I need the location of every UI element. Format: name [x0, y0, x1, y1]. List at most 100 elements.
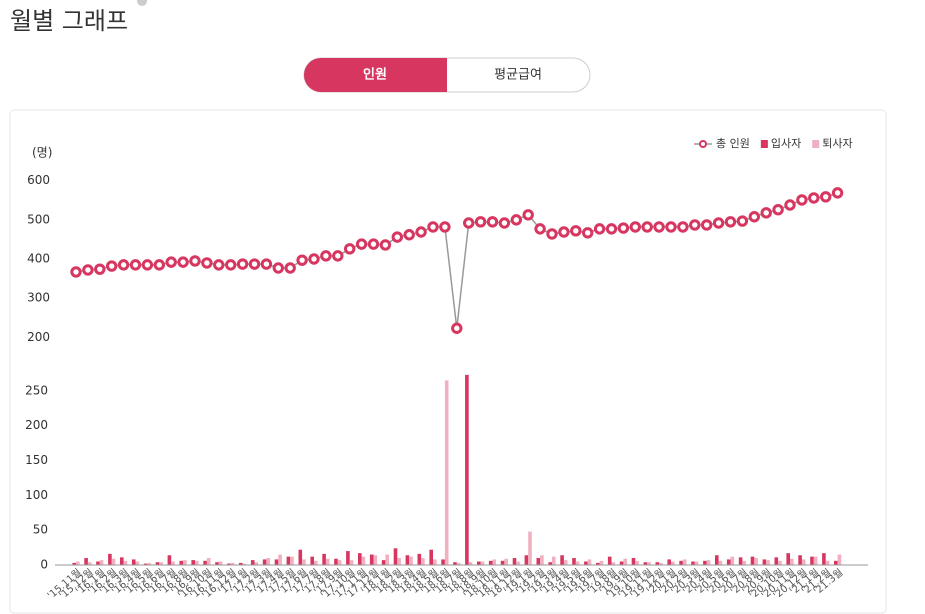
- bar: [528, 531, 532, 565]
- bar: [813, 556, 818, 565]
- total-point: [213, 259, 225, 271]
- total-point: [427, 221, 439, 233]
- bar: [298, 549, 303, 565]
- total-point: [474, 216, 487, 228]
- total-point: [367, 238, 380, 250]
- bar: [774, 557, 779, 565]
- bar: [762, 559, 767, 565]
- bar: [322, 553, 326, 565]
- legend-item: 입사자: [760, 137, 801, 150]
- bar: [560, 555, 564, 565]
- total-point: [486, 216, 499, 228]
- bar: [239, 562, 243, 565]
- total-point: [296, 254, 308, 266]
- bar: [504, 558, 508, 565]
- bar: [230, 562, 235, 565]
- tab-active[interactable]: [304, 58, 447, 92]
- total-point: [320, 250, 332, 262]
- bar: [738, 557, 743, 565]
- bar: [742, 560, 746, 565]
- bar: [596, 562, 600, 565]
- bar: [623, 558, 627, 565]
- bar: [477, 561, 481, 565]
- tab[interactable]: 평균급여: [494, 68, 542, 83]
- bar: [619, 561, 624, 565]
- bar: [218, 561, 223, 565]
- bar: [801, 559, 806, 565]
- info-icon[interactable]: [137, 0, 147, 6]
- bar: [778, 560, 782, 565]
- bar: [266, 558, 270, 565]
- bar: [167, 555, 172, 565]
- bar: [135, 561, 140, 565]
- bar: [385, 554, 389, 565]
- bar: [405, 555, 410, 565]
- bar: [433, 559, 437, 565]
- bar: [671, 561, 675, 565]
- y-tick-label: 150: [25, 453, 48, 467]
- y-tick-label: 500: [27, 212, 50, 226]
- legend-item: 퇴사자: [812, 137, 853, 150]
- total-point: [605, 223, 618, 235]
- total-point: [236, 258, 249, 270]
- bar: [143, 563, 148, 565]
- bar: [726, 559, 731, 565]
- total-point: [808, 192, 820, 204]
- bar: [361, 556, 366, 565]
- bar: [227, 563, 231, 565]
- bar: [786, 553, 790, 565]
- total-point: [784, 199, 796, 211]
- bar: [250, 560, 255, 565]
- total-point: [403, 229, 415, 241]
- bar: [524, 555, 529, 565]
- total-point: [344, 243, 356, 255]
- legend-swatch: [699, 140, 707, 148]
- bar: [790, 558, 794, 565]
- bar: [87, 562, 92, 565]
- bar: [171, 561, 175, 565]
- y-tick-label: 200: [25, 418, 48, 432]
- total-point: [498, 217, 511, 229]
- bar: [417, 553, 422, 565]
- bar: [575, 561, 580, 565]
- bar: [655, 562, 660, 565]
- bar: [667, 559, 671, 565]
- bar: [123, 560, 128, 565]
- total-point: [355, 238, 368, 250]
- bar: [155, 562, 160, 565]
- bar: [611, 562, 616, 565]
- total-point: [129, 259, 142, 271]
- bar: [468, 562, 473, 565]
- bar: [563, 560, 568, 565]
- total-point: [582, 227, 594, 239]
- total-point: [593, 223, 606, 235]
- bar: [703, 560, 707, 565]
- total-point: [629, 221, 641, 233]
- bar: [254, 562, 259, 565]
- total-point: [689, 219, 701, 231]
- bar: [381, 560, 386, 565]
- bar: [72, 562, 76, 565]
- bar: [453, 562, 457, 565]
- bar: [334, 558, 338, 565]
- total-point: [272, 262, 284, 274]
- bar: [302, 559, 306, 565]
- bar: [810, 556, 814, 565]
- bar: [599, 560, 604, 565]
- total-point: [463, 217, 475, 229]
- tab-group: 인원 평균급여: [303, 57, 591, 93]
- total-point: [153, 259, 166, 271]
- tab[interactable]: 인원: [363, 67, 387, 83]
- total-point: [165, 256, 177, 268]
- total-point: [724, 216, 737, 228]
- total-point: [760, 207, 772, 219]
- bar: [159, 562, 163, 565]
- y-tick-label: 0: [40, 558, 48, 572]
- bar: [337, 560, 342, 565]
- bar: [310, 556, 314, 565]
- total-point: [820, 191, 832, 203]
- bar: [349, 560, 354, 565]
- legend-swatch: [760, 140, 768, 148]
- bar: [584, 561, 588, 565]
